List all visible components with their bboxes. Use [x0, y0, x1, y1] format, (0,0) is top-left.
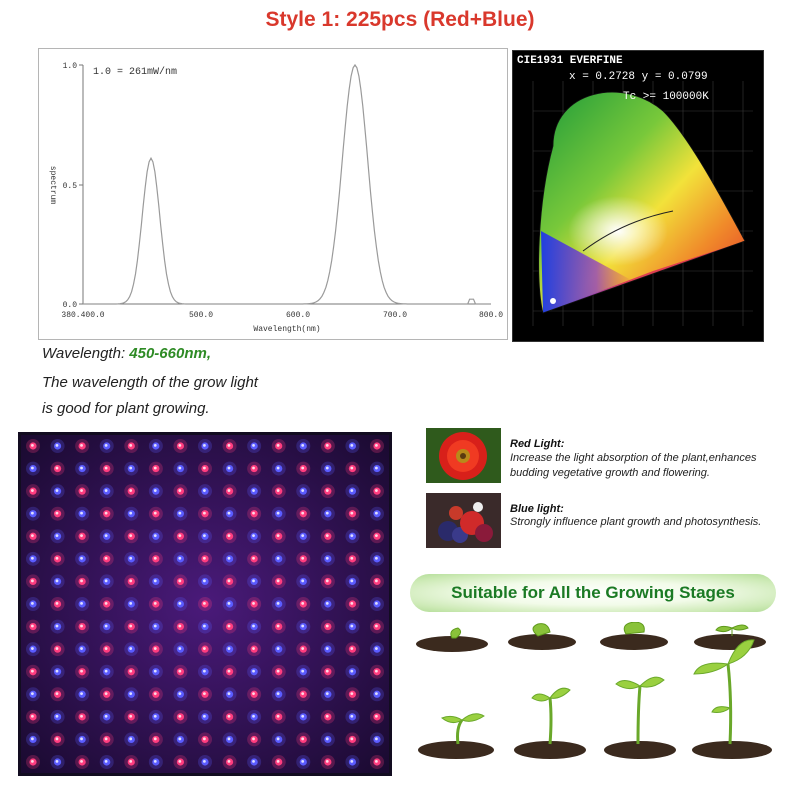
blue-light-title: Blue light:	[510, 503, 564, 515]
growing-stages-banner: Suitable for All the Growing Stages	[410, 574, 776, 612]
spectrum-chart: 1.0 0.5 0.0 1.0 = 261mW/nm spectrum 380.…	[38, 48, 508, 340]
sprout-stages-image	[416, 622, 772, 759]
cie-color-temperature: Tc >= 100000K	[623, 91, 709, 103]
page-title: Style 1: 225pcs (Red+Blue)	[265, 8, 535, 31]
wavelength-description-2: is good for plant growing.	[42, 400, 210, 417]
x-axis-label: Wavelength(nm)	[253, 325, 320, 334]
spectrum-curve	[83, 63, 491, 305]
wavelength-value: 450-660nm,	[129, 345, 211, 362]
cie-heading: CIE1931 EVERFINE	[517, 55, 623, 67]
scale-note: 1.0 = 261mW/nm	[93, 66, 177, 78]
soil-mound	[418, 741, 772, 759]
wavelength-line: Wavelength: 450-660nm,	[42, 345, 211, 362]
cie-coordinates: x = 0.2728 y = 0.0799	[569, 71, 708, 83]
led-grid	[21, 435, 389, 773]
y-tick-label: 0.5	[63, 182, 78, 191]
red-light-description: Increase the light absorption of the pla…	[510, 452, 757, 479]
cie-diagram: CIE1931 EVERFINE x = 0.2728 y = 0.0799 T…	[512, 50, 764, 342]
y-tick-label: 1.0	[63, 62, 78, 71]
soil-mound	[416, 634, 766, 652]
x-tick-label: 800.0	[479, 311, 503, 320]
berries-image	[426, 493, 501, 548]
wavelength-prefix: Wavelength:	[42, 345, 130, 362]
y-tick-label: 0.0	[63, 301, 78, 310]
cie-chromaticity-image	[532, 81, 753, 326]
red-light-title: Red Light:	[510, 438, 565, 450]
y-axis-label: spectrum	[48, 166, 57, 205]
blue-light-description: Strongly influence plant growth and phot…	[510, 516, 762, 528]
x-tick-label: 500.0	[189, 311, 213, 320]
x-tick-label: 600.0	[286, 311, 310, 320]
red-flower-image	[426, 428, 501, 483]
x-tick-label: 380.400.0	[61, 311, 104, 320]
led-grow-panel-image	[18, 432, 392, 776]
spectrum-plot: 1.0 0.5 0.0 1.0 = 261mW/nm spectrum 380.…	[48, 62, 503, 334]
wavelength-description-1: The wavelength of the grow light	[42, 374, 258, 391]
cie-point-marker	[550, 298, 556, 304]
x-tick-label: 700.0	[383, 311, 407, 320]
